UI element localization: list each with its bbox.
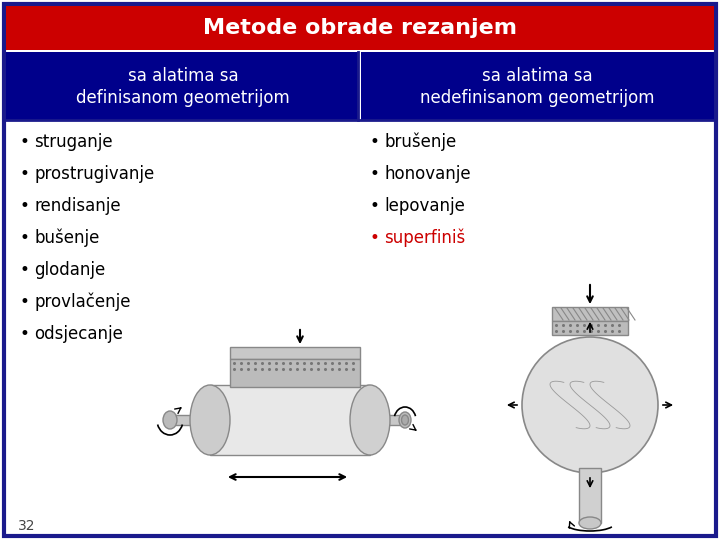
Bar bbox=[552, 321, 628, 335]
Bar bbox=[552, 307, 628, 321]
Bar bbox=[370, 415, 405, 425]
Text: 32: 32 bbox=[18, 519, 35, 533]
Bar bbox=[230, 359, 360, 387]
Text: lepovanje: lepovanje bbox=[384, 197, 465, 215]
Text: •: • bbox=[20, 293, 30, 311]
Text: rendisanje: rendisanje bbox=[34, 197, 121, 215]
Text: definisanom geometrijom: definisanom geometrijom bbox=[76, 89, 290, 107]
Text: •: • bbox=[20, 325, 30, 343]
Text: •: • bbox=[20, 261, 30, 279]
Bar bbox=[230, 347, 360, 359]
Bar bbox=[361, 52, 714, 120]
Text: sa alatima sa: sa alatima sa bbox=[127, 67, 238, 85]
Text: glodanje: glodanje bbox=[34, 261, 105, 279]
Bar bbox=[6, 6, 714, 50]
Ellipse shape bbox=[350, 385, 390, 455]
Text: sa alatima sa: sa alatima sa bbox=[482, 67, 593, 85]
Text: struganje: struganje bbox=[34, 133, 112, 151]
Ellipse shape bbox=[399, 412, 411, 428]
Text: •: • bbox=[20, 229, 30, 247]
Text: •: • bbox=[20, 133, 30, 151]
Bar bbox=[579, 468, 601, 523]
Ellipse shape bbox=[190, 385, 230, 455]
Text: honovanje: honovanje bbox=[384, 165, 471, 183]
Text: •: • bbox=[20, 165, 30, 183]
Text: Metode obrade rezanjem: Metode obrade rezanjem bbox=[203, 18, 517, 38]
Text: nedefinisanom geometrijom: nedefinisanom geometrijom bbox=[420, 89, 654, 107]
Text: superfiniš: superfiniš bbox=[384, 229, 465, 247]
Text: •: • bbox=[370, 133, 380, 151]
Bar bbox=[6, 52, 359, 120]
Bar bbox=[170, 415, 210, 425]
Text: odsjecanje: odsjecanje bbox=[34, 325, 123, 343]
Text: •: • bbox=[370, 229, 380, 247]
Ellipse shape bbox=[579, 517, 601, 529]
Text: •: • bbox=[370, 165, 380, 183]
Ellipse shape bbox=[163, 411, 177, 429]
Circle shape bbox=[522, 337, 658, 473]
Bar bbox=[210, 385, 370, 455]
Text: provlačenje: provlačenje bbox=[34, 293, 130, 311]
Text: •: • bbox=[370, 197, 380, 215]
Text: bušenje: bušenje bbox=[34, 229, 99, 247]
Text: prostrugivanje: prostrugivanje bbox=[34, 165, 154, 183]
Ellipse shape bbox=[402, 415, 408, 425]
Text: brušenje: brušenje bbox=[384, 133, 456, 151]
Text: •: • bbox=[20, 197, 30, 215]
